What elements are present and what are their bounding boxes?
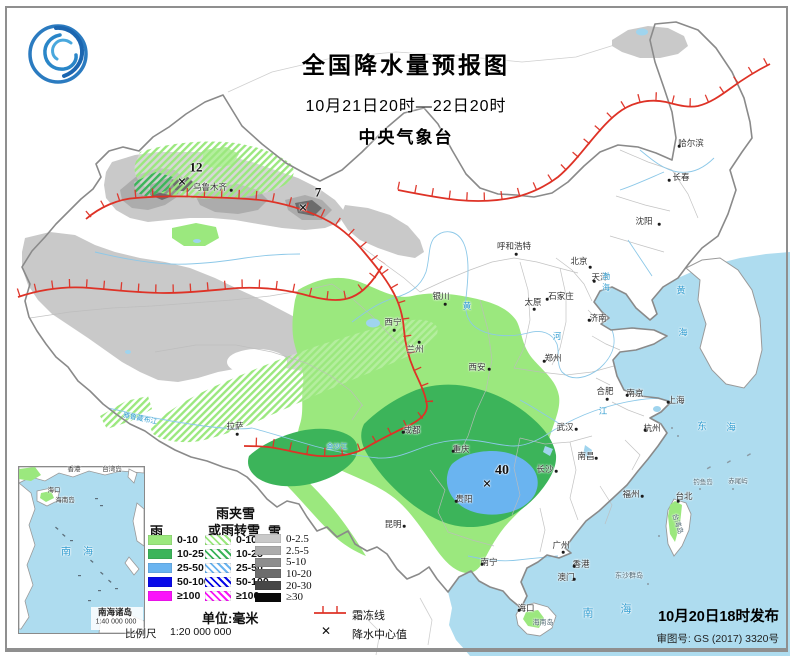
legend-sleet-column: 0-10 10-25 25-50 50-100 ≥100 [205, 533, 269, 603]
legend-value: 10-25 [177, 548, 204, 560]
rain-area-25-50 [446, 451, 538, 515]
legend-value: ≥100 [177, 590, 201, 602]
foreign-boundaries [227, 41, 625, 656]
legend-row: ≥100 [205, 589, 269, 603]
small-islands [647, 427, 751, 585]
cma-logo [28, 24, 88, 84]
legend-row: 10-25 [148, 547, 210, 561]
sleet-area-qinghai-band [150, 319, 438, 443]
legend-swatch [255, 557, 281, 567]
header: 全国降水量预报图 10月21日20时—22日20时 中央气象台 [302, 46, 510, 148]
legend-value: 2.5-5 [286, 544, 309, 557]
legend-swatch [205, 549, 231, 559]
legend-swatch [205, 535, 231, 545]
sleet-area-north-xinjiang [134, 141, 294, 199]
legend-swatch [255, 592, 281, 602]
inset-green-patch [19, 467, 41, 481]
issue-time: 10月20日18时发布 [658, 609, 779, 625]
legend-swatch [205, 563, 231, 573]
inset-taiwan [127, 468, 138, 484]
legend-rain-column: 0-10 10-25 25-50 50-100 ≥100 [148, 533, 210, 603]
legend-swatch [148, 535, 172, 545]
legend-snow-column: 0-2.5 2.5-5 5-10 10-20 20-30 ≥30 [255, 533, 312, 603]
legend-row: 0-10 [148, 533, 210, 547]
legend-swatch [148, 563, 172, 573]
legend-scale-value: 1:20 000 000 [170, 626, 232, 638]
hainan-island [515, 602, 557, 637]
legend-sleet-title-2: 或雨转雪 [208, 523, 261, 538]
legend-row: 0-2.5 [255, 533, 312, 545]
legend-row: 2.5-5 [255, 545, 312, 557]
legend-swatch [205, 591, 231, 601]
legend-row: 20-30 [255, 580, 312, 592]
sleet-area-north-xinjiang-10-25 [134, 172, 173, 197]
frost-line [16, 55, 772, 458]
legend-value: 25-50 [177, 562, 204, 574]
legend-row: 5-10 [255, 556, 312, 568]
south-china-sea-inset [18, 466, 145, 634]
legend-value: 20-30 [286, 579, 312, 592]
page-title: 全国降水量预报图 [302, 52, 510, 78]
inset-map-svg [18, 466, 145, 634]
agency-name: 中央气象台 [358, 128, 454, 147]
legend-row: 0-10 [205, 533, 269, 547]
center-mark-symbol: ✕ [321, 624, 332, 638]
center-mark-label: 降水中心值 [352, 629, 407, 641]
sleet-area-southwest-tibet [100, 396, 152, 429]
inset-islets [55, 498, 118, 602]
footer: 10月20日18时发布 审图号: GS (2017) 3320号 [656, 605, 779, 646]
legend-row: 50-100 [148, 575, 210, 589]
legend-row: 25-50 [148, 561, 210, 575]
legend-value: 0-2.5 [286, 532, 309, 545]
inset-label-box [91, 607, 143, 630]
legend-swatch [148, 591, 172, 601]
lakes [125, 28, 661, 460]
province-borders [29, 149, 699, 553]
snow-area-hami [340, 205, 424, 258]
rain-area-10-25-himalaya [248, 428, 358, 487]
legend-value: 0-10 [236, 534, 258, 546]
forecast-period: 10月21日20时—22日20时 [305, 98, 507, 115]
legend-swatch [148, 577, 172, 587]
legend-swatch [148, 549, 172, 559]
frost-line-symbol [314, 606, 346, 614]
legend-value: 5-10 [286, 556, 307, 569]
legend-row: ≥30 [255, 591, 312, 603]
taiwan-island [665, 498, 692, 557]
inset-hainan-green [40, 491, 54, 502]
frost-line-label: 霜冻线 [352, 610, 385, 622]
legend-value: ≥30 [286, 591, 304, 604]
legend-swatch [255, 569, 281, 579]
legend-swatch [255, 534, 281, 544]
approval-number: 审图号: GS (2017) 3320号 [656, 633, 779, 645]
legend-value: 10-20 [286, 567, 312, 580]
china-outline [21, 21, 753, 609]
legend-value: 0-10 [177, 534, 199, 546]
legend-row: ≥100 [148, 589, 210, 603]
legend-swatch [205, 577, 231, 587]
rain-area-0-10-yunnan-strip [250, 454, 366, 556]
korea-landmass [685, 257, 763, 389]
rivers [94, 149, 715, 562]
legend-value: 50-100 [177, 576, 210, 588]
legend-swatch [255, 546, 281, 556]
legend-row: 10-20 [255, 568, 312, 580]
legend-value: ≥100 [236, 590, 260, 602]
legend-swatch [255, 581, 281, 591]
legend-unit: 单位:毫米 [202, 611, 259, 626]
legend-sleet-title-1: 雨夹雪 [216, 506, 256, 521]
legend-scale-label: 比例尺 [125, 628, 157, 640]
